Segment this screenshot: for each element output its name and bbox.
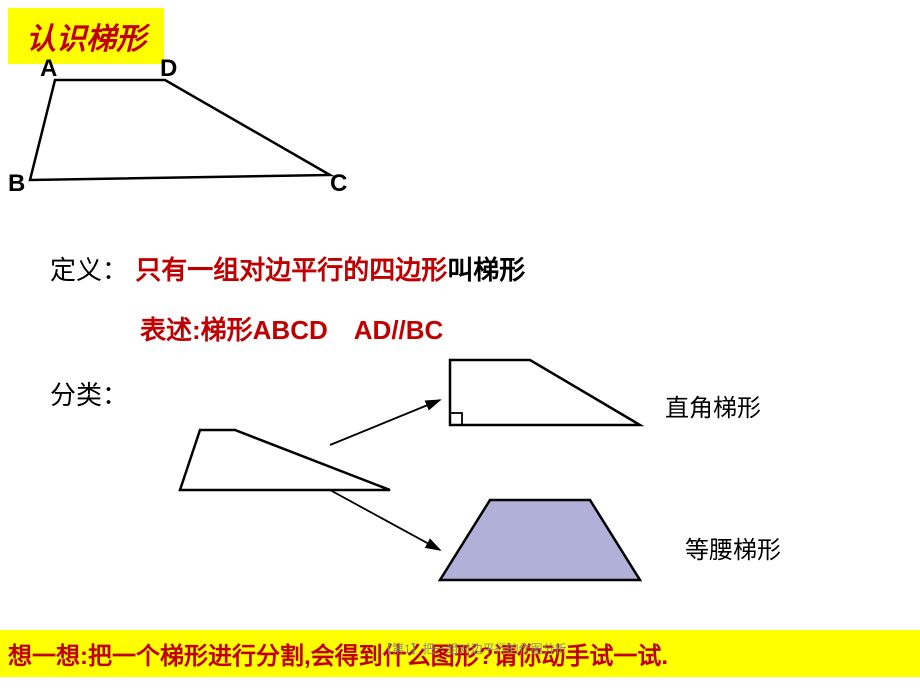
vertex-c: C: [330, 170, 347, 198]
vertex-a: A: [40, 55, 57, 83]
right-angle-mark: [450, 413, 462, 425]
arrow-to-iso-trap: [330, 490, 440, 550]
notation-text: 表述:梯形ABCD AD//BC: [140, 315, 443, 345]
definition-red: 只有一组对边平行的四边形: [135, 255, 447, 285]
arrow-to-right-trap: [330, 400, 440, 445]
vertex-d: D: [160, 55, 177, 83]
right-trapezoid-label: 直角梯形: [665, 388, 761, 423]
definition-label: 定义：: [50, 255, 128, 285]
right-trapezoid: [440, 350, 690, 450]
iso-trapezoid: [430, 490, 690, 610]
right-trapezoid-shape: [450, 360, 640, 425]
definition-line: 定义： 只有一组对边平行的四边形叫梯形: [50, 250, 525, 287]
iso-trapezoid-label: 等腰梯形: [685, 530, 781, 565]
trapezoid-abcd-shape: [30, 80, 330, 180]
bottom-prompt: 想一想:把一个梯形进行分割,会得到什么图形?请你动手试一试.: [8, 643, 668, 670]
iso-trapezoid-shape: [440, 500, 640, 580]
definition-black: 叫梯形: [447, 255, 525, 285]
arrows: [0, 370, 500, 620]
notation-line: 表述:梯形ABCD AD//BC: [140, 310, 443, 347]
vertex-b: B: [8, 170, 25, 198]
footer-note: 【第1】把一组对边平行的作图分析: [380, 640, 567, 657]
